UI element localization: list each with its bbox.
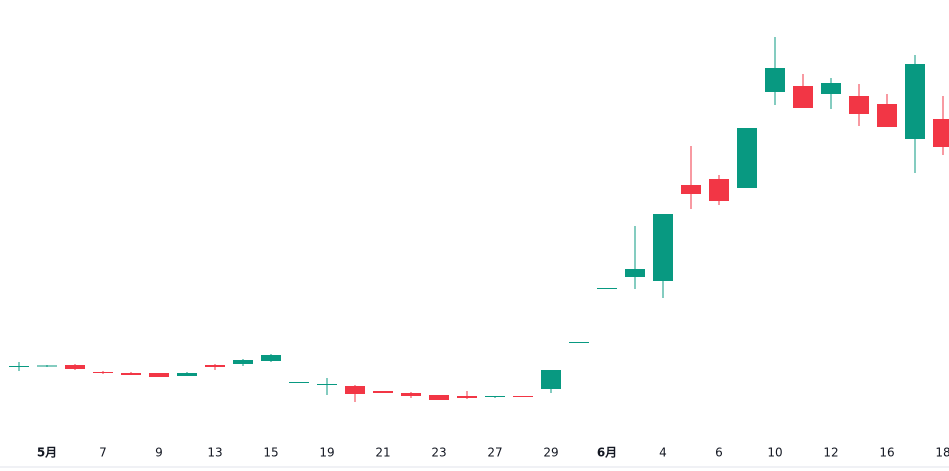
candle-body: [681, 185, 701, 194]
x-tick-label: 13: [207, 446, 222, 460]
candle-body: [345, 386, 365, 394]
candle-body: [709, 179, 729, 201]
candle-body: [541, 370, 561, 389]
candle-body: [513, 396, 533, 397]
candle-body: [765, 68, 785, 92]
candle-body: [625, 269, 645, 277]
x-tick-label: 5月: [37, 446, 57, 460]
candle-body: [933, 119, 949, 147]
x-tick-label: 27: [487, 446, 502, 460]
candle-body: [261, 355, 281, 361]
candle-body: [793, 86, 813, 108]
candle-body: [233, 360, 253, 364]
x-tick-label: 6月: [597, 446, 617, 460]
x-tick-label: 4: [659, 446, 667, 460]
candle-body: [597, 288, 617, 289]
x-tick-label: 16: [879, 446, 894, 460]
candle-body: [317, 384, 337, 385]
x-tick-label: 21: [375, 446, 390, 460]
candle-body: [65, 365, 85, 369]
candle-body: [177, 373, 197, 376]
candle-body: [569, 342, 589, 343]
x-tick-label: 7: [99, 446, 107, 460]
x-tick-label: 6: [715, 446, 723, 460]
candle-body: [9, 366, 29, 367]
candle-body: [905, 64, 925, 139]
candle-body: [849, 96, 869, 114]
candle-body: [821, 83, 841, 94]
x-tick-label: 10: [767, 446, 782, 460]
candle-body: [121, 373, 141, 375]
candle-body: [653, 214, 673, 281]
x-tick-label: 9: [155, 446, 163, 460]
candle-body: [149, 373, 169, 377]
candle-body: [737, 128, 757, 188]
candle-body: [877, 104, 897, 127]
candle-body: [93, 372, 113, 373]
candle-body: [485, 396, 505, 397]
x-tick-label: 23: [431, 446, 446, 460]
x-tick-label: 12: [823, 446, 838, 460]
x-tick-label: 29: [543, 446, 558, 460]
x-tick-label: 15: [263, 446, 278, 460]
candle-body: [37, 365, 57, 367]
x-tick-label: 18: [935, 446, 949, 460]
candle-body: [289, 382, 309, 383]
candle-body: [401, 393, 421, 396]
candle-body: [429, 395, 449, 400]
x-tick-label: 19: [319, 446, 334, 460]
candle-body: [457, 396, 477, 398]
candle-body: [373, 391, 393, 393]
candle-body: [205, 365, 225, 367]
